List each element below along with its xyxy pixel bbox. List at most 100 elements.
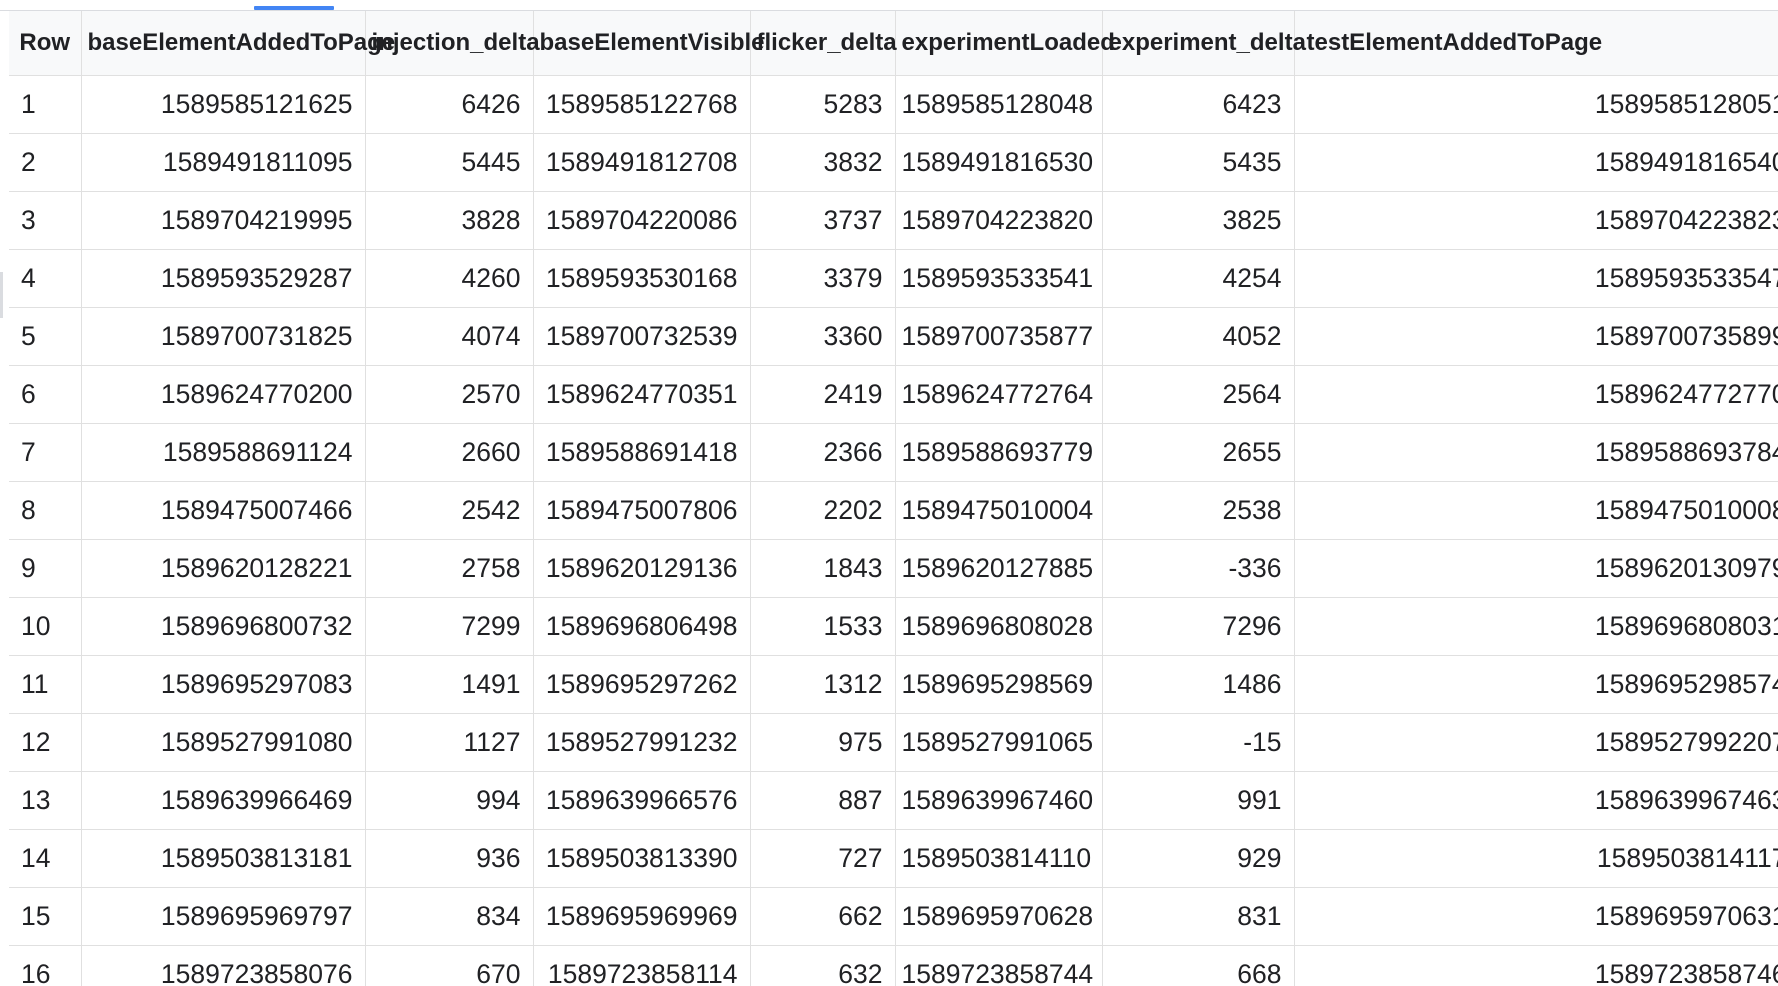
table-cell[interactable]: 991 xyxy=(1102,771,1295,830)
table-cell[interactable]: 1589475010004 xyxy=(895,481,1103,540)
table-cell[interactable]: 1589723858744 xyxy=(895,945,1103,986)
table-cell[interactable]: 929 xyxy=(1102,829,1295,888)
table-cell[interactable]: 1589704223820 xyxy=(895,191,1103,250)
table-cell[interactable]: 1589620127885 xyxy=(895,539,1103,598)
table-cell[interactable]: 5445 xyxy=(365,133,534,192)
table-cell[interactable]: 7299 xyxy=(365,597,534,656)
table-cell[interactable]: 1312 xyxy=(750,655,896,714)
table-cell[interactable]: 1589695969797 xyxy=(81,887,366,946)
table-cell[interactable]: 670 xyxy=(365,945,534,986)
table-cell[interactable]: 1589624770200 xyxy=(81,365,366,424)
table-cell[interactable]: 1589491812708 xyxy=(533,133,751,192)
table-cell[interactable]: 1589696800732 xyxy=(81,597,366,656)
table-cell[interactable]: 1589593533547 xyxy=(1294,249,1778,308)
table-cell[interactable]: 1589593530168 xyxy=(533,249,751,308)
table-cell[interactable]: 2564 xyxy=(1102,365,1295,424)
table-cell[interactable]: 831 xyxy=(1102,887,1295,946)
table-cell[interactable]: 1589527991080 xyxy=(81,713,366,772)
table-cell[interactable]: 1589503814117 xyxy=(1294,829,1778,888)
table-cell[interactable]: 1589704219995 xyxy=(81,191,366,250)
table-cell[interactable]: 1589475007466 xyxy=(81,481,366,540)
table-cell[interactable]: 1589491816530 xyxy=(895,133,1103,192)
table-cell[interactable]: 2202 xyxy=(750,481,896,540)
table-cell[interactable]: 1589503814110 xyxy=(895,829,1103,888)
table-cell[interactable]: 1589588691418 xyxy=(533,423,751,482)
table-cell[interactable]: 1589695297083 xyxy=(81,655,366,714)
table-cell[interactable]: 887 xyxy=(750,771,896,830)
table-cell[interactable]: 936 xyxy=(365,829,534,888)
row-number-cell[interactable]: 13 xyxy=(9,771,82,830)
table-cell[interactable]: 1589624772764 xyxy=(895,365,1103,424)
table-cell[interactable]: 3828 xyxy=(365,191,534,250)
table-cell[interactable]: 1589527991232 xyxy=(533,713,751,772)
table-cell[interactable]: 6426 xyxy=(365,75,534,134)
table-cell[interactable]: 2366 xyxy=(750,423,896,482)
table-cell[interactable]: 1589527992207 xyxy=(1294,713,1778,772)
column-header[interactable]: baseElementVisible xyxy=(533,11,765,76)
table-cell[interactable]: 1589585122768 xyxy=(533,75,751,134)
table-cell[interactable]: 1589503813390 xyxy=(533,829,751,888)
table-cell[interactable]: 1589639967460 xyxy=(895,771,1103,830)
table-cell[interactable]: 4260 xyxy=(365,249,534,308)
row-number-cell[interactable]: 10 xyxy=(9,597,82,656)
table-cell[interactable]: 1589491811095 xyxy=(81,133,366,192)
table-cell[interactable]: 2570 xyxy=(365,365,534,424)
column-header[interactable]: testElementAddedToPage xyxy=(1294,11,1778,76)
table-cell[interactable]: 3360 xyxy=(750,307,896,366)
table-cell[interactable]: 3737 xyxy=(750,191,896,250)
table-cell[interactable]: 1589700732539 xyxy=(533,307,751,366)
table-cell[interactable]: 1589704220086 xyxy=(533,191,751,250)
table-cell[interactable]: 975 xyxy=(750,713,896,772)
table-cell[interactable]: 1533 xyxy=(750,597,896,656)
table-cell[interactable]: -15 xyxy=(1102,713,1295,772)
table-cell[interactable]: 2419 xyxy=(750,365,896,424)
table-cell[interactable]: 1589588691124 xyxy=(81,423,366,482)
table-cell[interactable]: 1589639967463 xyxy=(1294,771,1778,830)
row-number-cell[interactable]: 14 xyxy=(9,829,82,888)
row-number-cell[interactable]: 11 xyxy=(9,655,82,714)
row-number-cell[interactable]: 2 xyxy=(9,133,82,192)
row-number-cell[interactable]: 7 xyxy=(9,423,82,482)
table-cell[interactable]: 1589700731825 xyxy=(81,307,366,366)
table-cell[interactable]: -336 xyxy=(1102,539,1295,598)
column-header[interactable]: baseElementAddedToPage xyxy=(81,11,395,76)
table-cell[interactable]: 1589491816540 xyxy=(1294,133,1778,192)
table-cell[interactable]: 632 xyxy=(750,945,896,986)
table-cell[interactable]: 4254 xyxy=(1102,249,1295,308)
table-cell[interactable]: 668 xyxy=(1102,945,1295,986)
column-header[interactable]: experimentLoaded xyxy=(895,11,1115,76)
table-cell[interactable]: 1589588693784 xyxy=(1294,423,1778,482)
table-cell[interactable]: 1589696806498 xyxy=(533,597,751,656)
row-number-cell[interactable]: 12 xyxy=(9,713,82,772)
table-cell[interactable]: 1589624772770 xyxy=(1294,365,1778,424)
table-cell[interactable]: 1589527991065 xyxy=(895,713,1103,772)
table-cell[interactable]: 1589620130979 xyxy=(1294,539,1778,598)
column-header[interactable]: experiment_delta xyxy=(1102,11,1306,76)
panel-resize-handle[interactable] xyxy=(0,272,3,318)
row-number-cell[interactable]: 8 xyxy=(9,481,82,540)
table-cell[interactable]: 1589723858746 xyxy=(1294,945,1778,986)
table-cell[interactable]: 1843 xyxy=(750,539,896,598)
table-cell[interactable]: 3832 xyxy=(750,133,896,192)
table-cell[interactable]: 1491 xyxy=(365,655,534,714)
table-cell[interactable]: 1589503813181 xyxy=(81,829,366,888)
table-cell[interactable]: 1589695297262 xyxy=(533,655,751,714)
table-cell[interactable]: 1589620128221 xyxy=(81,539,366,598)
table-cell[interactable]: 7296 xyxy=(1102,597,1295,656)
table-cell[interactable]: 1589475007806 xyxy=(533,481,751,540)
table-cell[interactable]: 2660 xyxy=(365,423,534,482)
table-cell[interactable]: 2758 xyxy=(365,539,534,598)
table-cell[interactable]: 1589695970631 xyxy=(1294,887,1778,946)
table-cell[interactable]: 1486 xyxy=(1102,655,1295,714)
table-cell[interactable]: 1589585128051 xyxy=(1294,75,1778,134)
table-cell[interactable]: 1127 xyxy=(365,713,534,772)
column-header[interactable]: injection_delta xyxy=(365,11,540,76)
table-cell[interactable]: 1589593533541 xyxy=(895,249,1103,308)
table-cell[interactable]: 1589695970628 xyxy=(895,887,1103,946)
table-cell[interactable]: 1589696808028 xyxy=(895,597,1103,656)
table-cell[interactable]: 1589723858114 xyxy=(533,945,751,986)
table-cell[interactable]: 1589700735899 xyxy=(1294,307,1778,366)
column-header[interactable]: Row xyxy=(9,11,82,76)
row-number-cell[interactable]: 4 xyxy=(9,249,82,308)
table-cell[interactable]: 4052 xyxy=(1102,307,1295,366)
